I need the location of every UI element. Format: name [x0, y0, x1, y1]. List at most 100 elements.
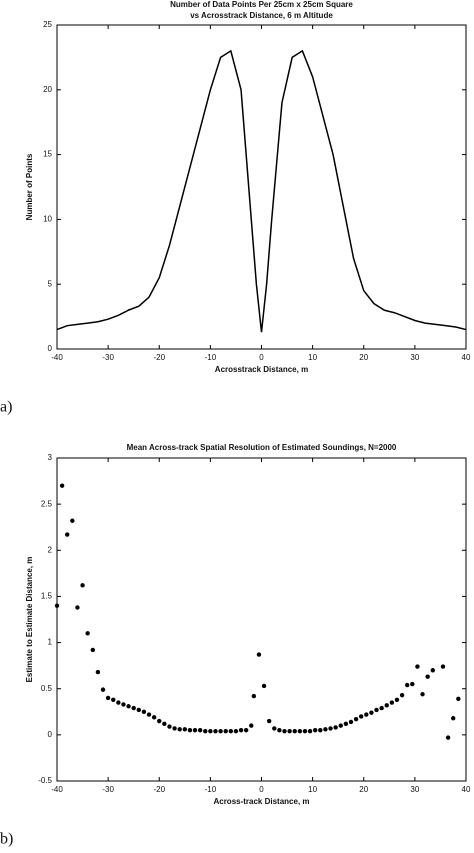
data-point	[111, 697, 116, 702]
data-point	[312, 728, 318, 733]
x-axis-label: Acrosstrack Distance, m	[215, 365, 308, 374]
data-point	[157, 718, 162, 724]
data-point	[136, 707, 141, 713]
data-point	[297, 728, 303, 734]
data-point	[172, 726, 177, 731]
x-tick-label: 20	[359, 785, 368, 794]
y-tick-label: 20	[43, 85, 52, 94]
data-point	[323, 727, 328, 732]
data-point	[277, 728, 282, 733]
data-point	[162, 721, 167, 726]
panel-label: a)	[0, 399, 12, 416]
data-point	[223, 728, 228, 734]
data-point	[399, 692, 405, 698]
data-point	[318, 728, 323, 733]
x-tick-label: 40	[462, 353, 471, 362]
chart-subtitle: vs Acrosstrack Distance, 6 m Altitude	[190, 11, 333, 20]
data-point	[374, 707, 379, 713]
data-point	[177, 727, 182, 732]
data-point	[187, 728, 193, 733]
data-point	[100, 687, 106, 692]
panel-label: b)	[0, 831, 13, 848]
y-tick-label: 3	[48, 453, 53, 462]
data-point	[131, 705, 136, 711]
plot-frame	[56, 24, 467, 350]
data-point	[208, 728, 213, 734]
chart-title: Mean Across-track Spatial Resolution of …	[127, 443, 397, 452]
data-point	[243, 728, 249, 733]
data-point	[261, 683, 267, 689]
data-point	[266, 718, 272, 724]
data-point	[251, 693, 257, 699]
x-tick-label: 30	[410, 785, 419, 794]
data-point	[292, 728, 297, 734]
data-point	[272, 726, 277, 731]
data-point	[141, 709, 147, 714]
data-point	[85, 631, 90, 636]
y-tick-label: 25	[43, 20, 52, 29]
data-point	[95, 669, 101, 675]
data-point	[338, 723, 343, 728]
x-tick-label: 10	[308, 353, 317, 362]
data-point	[389, 700, 395, 705]
y-tick-label: 1	[48, 638, 53, 647]
data-point	[333, 725, 338, 730]
y-tick-label: 2.5	[41, 499, 53, 508]
x-tick-label: -20	[153, 785, 165, 794]
data-point	[228, 728, 234, 734]
data-point	[249, 723, 254, 728]
data-point	[445, 735, 451, 740]
data-point	[116, 700, 121, 705]
y-tick-label: 15	[43, 150, 52, 159]
data-point	[59, 483, 65, 488]
x-tick-label: -10	[205, 785, 217, 794]
data-point	[65, 532, 70, 537]
x-axis-label: Across-track Distance, m	[213, 797, 309, 806]
chart-title: Number of Data Points Per 25cm x 25cm Sq…	[170, 0, 353, 9]
y-tick-label: 2	[48, 545, 53, 554]
data-point	[192, 728, 198, 733]
data-point	[440, 664, 446, 669]
data-point	[348, 719, 354, 725]
y-tick-label: -0.5	[38, 776, 52, 785]
y-tick-label: 0	[48, 344, 53, 353]
data-line	[56, 49, 467, 333]
data-point	[379, 705, 384, 711]
data-point	[343, 721, 349, 726]
data-point	[197, 728, 203, 733]
data-point	[328, 726, 333, 731]
y-axis-label: Number of Points	[25, 153, 34, 220]
x-tick-label: 0	[259, 353, 264, 362]
y-tick-label: 0.5	[41, 684, 53, 693]
data-point	[364, 712, 369, 717]
data-point	[70, 518, 75, 523]
x-tick-label: -30	[102, 785, 114, 794]
data-point	[425, 674, 430, 679]
data-point	[410, 681, 415, 687]
data-point	[90, 647, 95, 653]
data-point	[369, 710, 374, 715]
data-point	[80, 583, 85, 588]
x-tick-label: 10	[308, 785, 317, 794]
y-tick-label: 0	[48, 730, 53, 739]
x-tick-label: 0	[259, 785, 264, 794]
data-point	[430, 668, 435, 673]
data-point	[302, 728, 308, 734]
x-tick-label: -30	[102, 353, 114, 362]
x-tick-label: -20	[153, 353, 165, 362]
x-tick-label: 20	[359, 353, 368, 362]
data-point	[218, 728, 223, 734]
x-tick-label: -40	[51, 353, 63, 362]
plot-frame	[56, 457, 467, 782]
data-point	[75, 605, 80, 610]
data-point	[126, 704, 131, 709]
data-point	[282, 728, 287, 734]
data-point	[54, 603, 60, 608]
data-point	[287, 728, 292, 734]
data-point	[146, 712, 152, 717]
data-point	[451, 716, 456, 721]
data-point	[353, 716, 359, 722]
x-tick-label: -40	[51, 785, 63, 794]
x-tick-label: 30	[410, 353, 419, 362]
